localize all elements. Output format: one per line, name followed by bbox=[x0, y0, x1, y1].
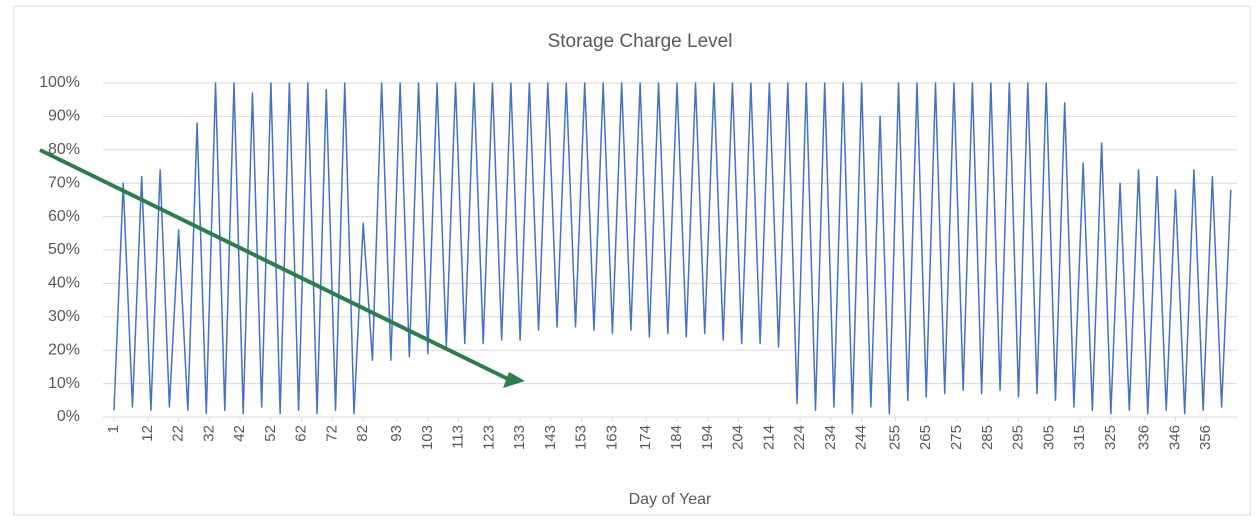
x-tick-label: 42 bbox=[231, 425, 248, 442]
x-tick-label: 346 bbox=[1166, 425, 1183, 450]
arrow-head bbox=[503, 372, 525, 388]
x-tick-label: 143 bbox=[542, 425, 559, 450]
y-tick-label: 80% bbox=[48, 141, 80, 158]
x-tick-label: 82 bbox=[354, 425, 371, 442]
x-tick-label: 265 bbox=[917, 425, 934, 450]
x-tick-label: 184 bbox=[668, 425, 685, 450]
x-tick-label: 12 bbox=[139, 425, 156, 442]
x-tick-label: 123 bbox=[480, 425, 497, 450]
x-tick-label: 275 bbox=[948, 425, 965, 450]
x-tick-label: 22 bbox=[170, 425, 187, 442]
y-tick-label: 60% bbox=[48, 208, 80, 225]
x-tick-label: 315 bbox=[1071, 425, 1088, 450]
x-tick-label: 62 bbox=[293, 425, 310, 442]
x-tick-label: 174 bbox=[637, 425, 654, 450]
data-line bbox=[113, 82, 1232, 415]
x-tick-label: 295 bbox=[1010, 425, 1027, 450]
x-tick-label: 356 bbox=[1197, 425, 1214, 450]
y-tick-label: 0% bbox=[57, 408, 80, 425]
x-tick-label: 153 bbox=[573, 425, 590, 450]
x-tick-label: 204 bbox=[730, 425, 747, 450]
x-tick-label: 72 bbox=[323, 425, 340, 442]
x-tick-label: 194 bbox=[699, 425, 716, 450]
y-tick-label: 70% bbox=[48, 174, 80, 191]
x-tick-label: 1 bbox=[105, 425, 122, 433]
chart-title: Storage Charge Level bbox=[548, 31, 733, 52]
y-tick-label: 20% bbox=[48, 341, 80, 358]
x-tick-label: 113 bbox=[450, 425, 467, 449]
y-tick-label: 50% bbox=[48, 241, 80, 258]
x-tick-label: 163 bbox=[603, 425, 620, 450]
x-tick-label: 305 bbox=[1040, 425, 1057, 450]
plot bbox=[113, 82, 1232, 415]
y-tick-label: 40% bbox=[48, 275, 80, 292]
x-tick-label: 224 bbox=[791, 425, 808, 450]
x-tick-label: 52 bbox=[262, 425, 279, 442]
x-tick-label: 336 bbox=[1136, 425, 1153, 450]
x-tick-label: 93 bbox=[388, 425, 405, 442]
x-tick-label: 234 bbox=[822, 425, 839, 450]
x-tick-label: 133 bbox=[511, 425, 528, 450]
x-tick-label: 32 bbox=[200, 425, 217, 442]
x-tick-label: 103 bbox=[419, 425, 436, 450]
x-tick-label: 255 bbox=[886, 425, 903, 450]
x-tick-label: 325 bbox=[1102, 425, 1119, 450]
y-tick-label: 30% bbox=[48, 308, 80, 325]
x-tick-label: 244 bbox=[853, 425, 870, 450]
y-tick-label: 90% bbox=[48, 108, 80, 125]
annotation-arrow bbox=[39, 148, 525, 388]
y-tick-label: 100% bbox=[39, 74, 80, 91]
y-tick-label: 10% bbox=[48, 375, 80, 392]
arrow-shaft bbox=[39, 148, 509, 381]
x-tick-label: 214 bbox=[760, 425, 777, 450]
x-axis-label: Day of Year bbox=[629, 491, 712, 508]
x-tick-label: 285 bbox=[979, 425, 996, 450]
